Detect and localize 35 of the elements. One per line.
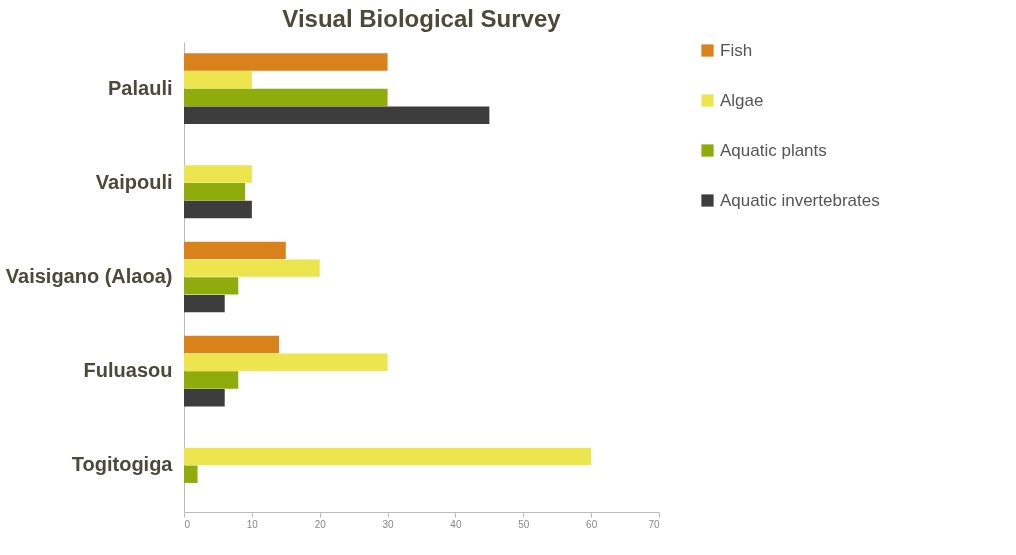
bar (184, 389, 225, 407)
bar (184, 165, 252, 183)
bar (184, 259, 320, 277)
bar (184, 88, 388, 107)
y-tick-label: Fuluasou (83, 359, 173, 382)
x-tick-label: 30 (382, 518, 395, 530)
bar (184, 447, 592, 466)
bar (184, 353, 388, 372)
x-tick-label: 50 (518, 518, 530, 530)
legend-label: Fish (720, 40, 753, 60)
bar (184, 335, 279, 354)
legend-label: Aquatic plants (720, 140, 827, 160)
bar (184, 71, 252, 89)
x-tick-label: 70 (648, 518, 660, 530)
bar (184, 241, 286, 260)
x-tick-label: 10 (246, 518, 259, 530)
bar (184, 371, 239, 389)
y-tick-label: Palauli (108, 76, 173, 99)
bar (184, 277, 239, 295)
y-tick-label: Vaipouli (95, 170, 173, 193)
bar (184, 294, 225, 313)
x-tick-label: 60 (586, 518, 598, 530)
bar (184, 200, 252, 219)
legend-label: Algae (720, 90, 764, 110)
x-tick-label: 20 (314, 518, 327, 530)
y-tick-label: Togitogiga (71, 453, 174, 476)
bar (184, 465, 198, 483)
y-tick-label: Vaisigano (Alaoa) (5, 265, 173, 287)
x-tick-label: 40 (450, 518, 462, 530)
bar (184, 53, 388, 71)
x-tick-label: 0 (184, 518, 191, 530)
legend-label: Aquatic invertebrates (720, 190, 880, 210)
bar (184, 182, 246, 201)
chart-title: Visual Biological Survey (282, 5, 562, 32)
bar (184, 106, 490, 124)
